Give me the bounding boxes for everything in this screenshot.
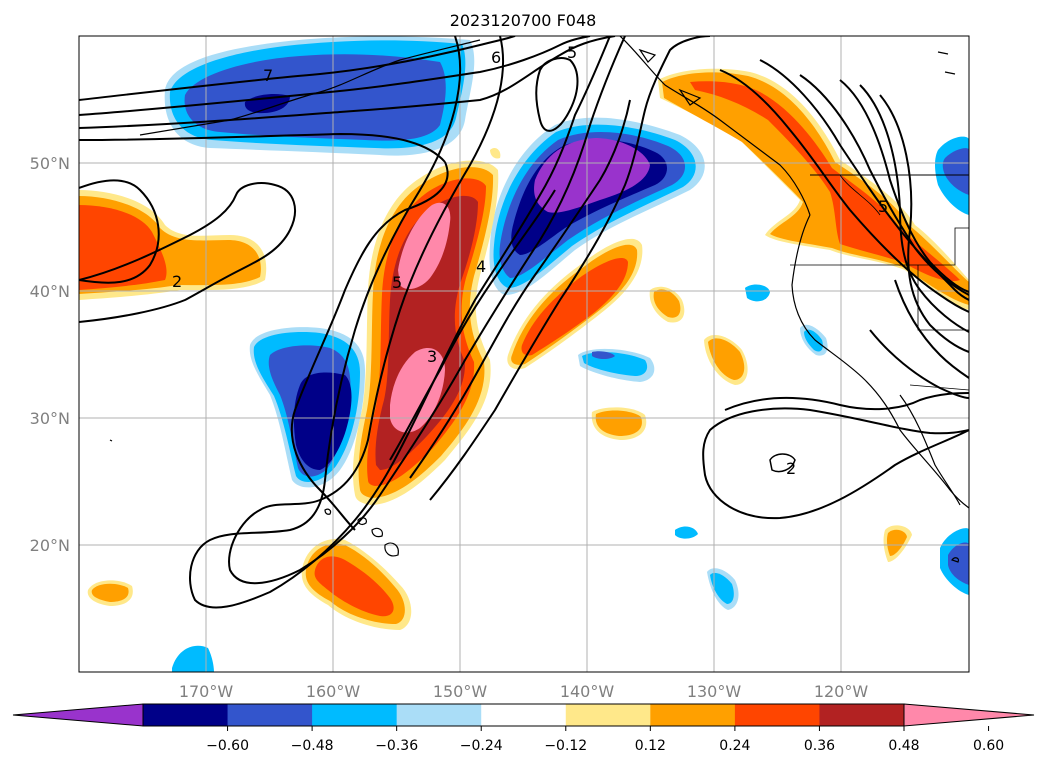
- pos-anomaly-diagonal: [507, 238, 643, 370]
- colorbar-tick-label: −0.24: [460, 738, 503, 754]
- pos-anomaly-pnw: [658, 68, 969, 310]
- colorbar-tick-label: 0.12: [635, 738, 666, 754]
- lon-tick-label: 120°W: [814, 682, 869, 701]
- colorbar-segment: [734, 704, 820, 726]
- colorbar-tick-label: −0.36: [375, 738, 418, 754]
- colorbar-segment: [396, 704, 482, 726]
- colorbar-segment: [143, 704, 229, 726]
- latitude-labels: 50°N 40°N 30°N 20°N: [30, 154, 70, 555]
- height-contours: [79, 36, 969, 609]
- colorbar-segment: [481, 704, 567, 726]
- colorbar-segment: [819, 704, 905, 726]
- lon-tick-label: 150°W: [433, 682, 488, 701]
- longitude-labels: 170°W 160°W 150°W 140°W 130°W 120°W: [179, 682, 869, 701]
- contour-label: 3: [427, 347, 437, 366]
- contour-label-group: 7 6 5 2 5 4 3 5 2: [172, 43, 888, 478]
- lon-tick-label: 130°W: [687, 682, 742, 701]
- neg-anomaly-small-2: [745, 284, 770, 302]
- colorbar-tick-label: −0.12: [544, 738, 587, 754]
- lat-tick-label: 20°N: [30, 536, 70, 555]
- lat-tick-label: 50°N: [30, 154, 70, 173]
- colorbar-tick-label: 0.36: [804, 738, 835, 754]
- lon-tick-label: 170°W: [179, 682, 234, 701]
- contour-label: 2: [786, 459, 796, 478]
- contour-label: 6: [491, 48, 501, 67]
- lat-tick-label: 40°N: [30, 282, 70, 301]
- colorbar-tick-label: 0.24: [719, 738, 750, 754]
- contour-label: 5: [392, 273, 402, 292]
- contour-label: 4: [476, 257, 486, 276]
- colorbar-segment: [650, 704, 736, 726]
- colorbar-tick-label: −0.48: [291, 738, 334, 754]
- lon-tick-label: 160°W: [306, 682, 361, 701]
- map-frame: [78, 35, 970, 673]
- pos-anomaly-hawaii: [301, 538, 412, 630]
- colorbar-segment: [565, 704, 651, 726]
- contour-label: 2: [172, 272, 182, 291]
- map-gridlines: [79, 36, 969, 672]
- colorbar-outline: [142, 703, 905, 727]
- colorbar-tick-label: 0.60: [973, 738, 1004, 754]
- colorbar-segment: [227, 704, 313, 726]
- colorbar-extend-max: [903, 703, 1035, 727]
- figure-title: 2023120700 F048: [450, 11, 597, 30]
- map-plot-area: 7 6 5 2 5 4 3 5 2: [79, 36, 969, 672]
- colorbar-segment: [312, 704, 398, 726]
- contour-label: 5: [567, 43, 577, 62]
- colorbar-tick-label: −0.60: [206, 738, 249, 754]
- colorbar-tick-label: 0.48: [888, 738, 919, 754]
- contour-label: 7: [263, 66, 273, 85]
- colorbar-extend-min: [12, 703, 144, 727]
- neg-anomaly-aleutian: [164, 36, 475, 156]
- lat-tick-label: 30°N: [30, 409, 70, 428]
- colorbar: −0.60 −0.48 −0.36 −0.24 −0.12 0.12 0.24 0.36 0.4…: [12, 703, 1035, 754]
- contour-label: 5: [878, 197, 888, 216]
- lon-tick-label: 140°W: [560, 682, 615, 701]
